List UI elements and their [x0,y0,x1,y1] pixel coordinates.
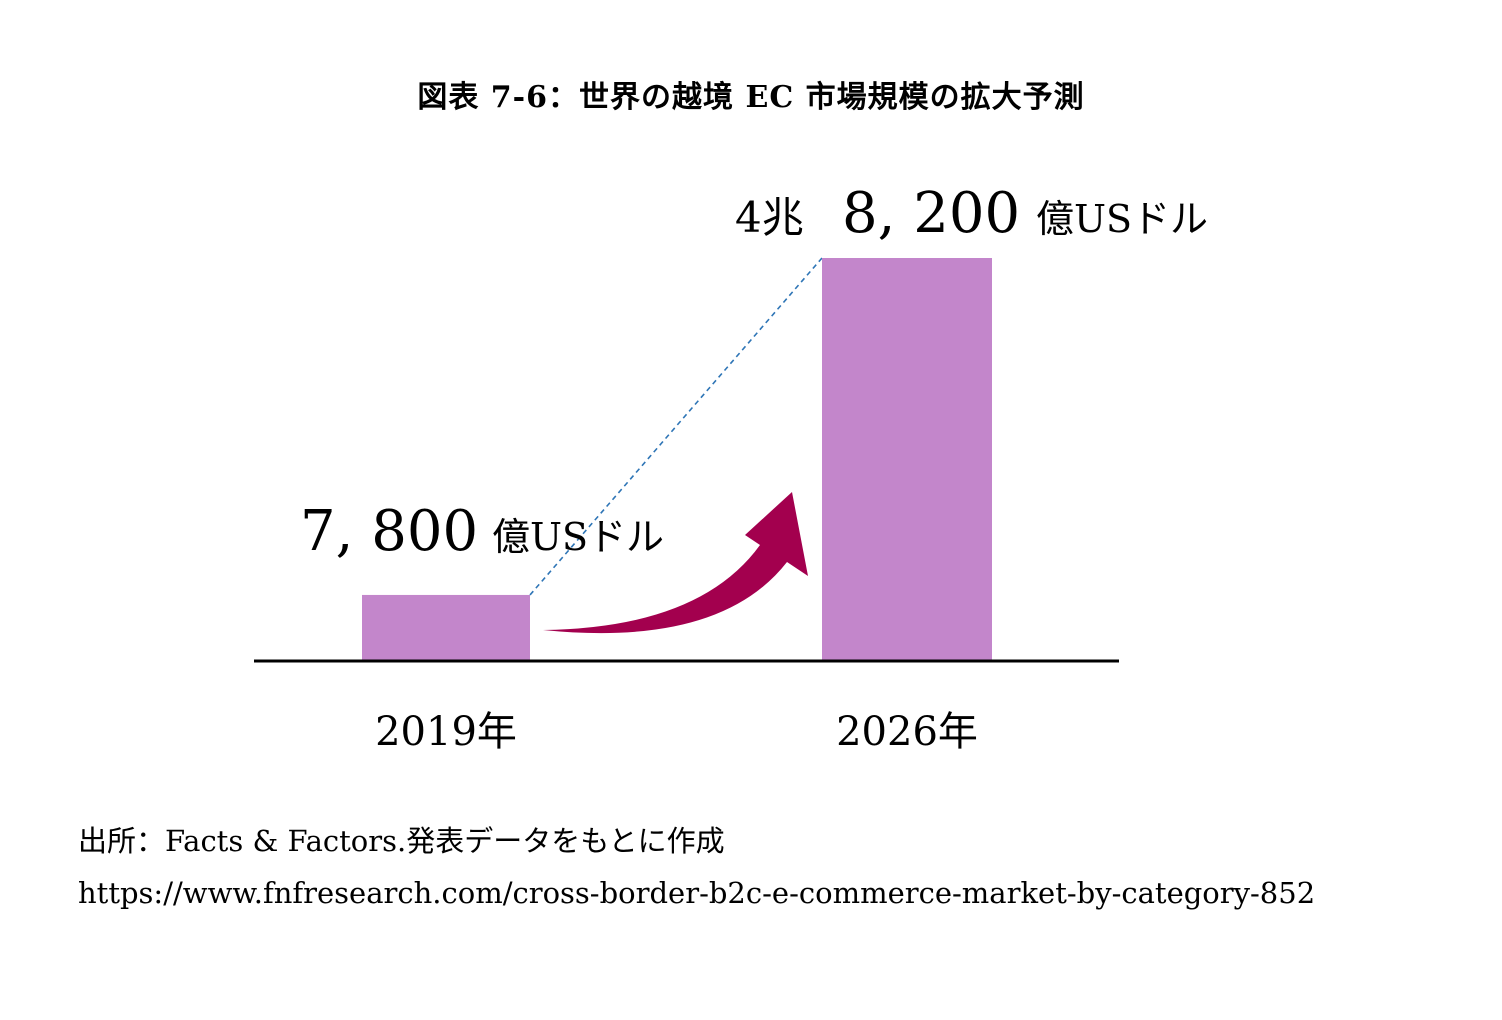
growth-arrow [543,492,808,634]
bar-2026 [822,258,992,660]
category-label-2026: 2026年 [836,709,978,755]
category-label-2019: 2019年 [375,709,517,755]
chart-title: 図表 7-6：世界の越境 EC 市場規模の拡大予測 [417,80,1085,115]
bar-2026-value-unit: 億USドル [1036,197,1208,241]
source-note: 出所：Facts & Factors.発表データをもとに作成 [78,824,725,858]
bar-2019-value-unit: 億USドル [492,515,664,559]
bar-2026-value-number: 8, 200 [842,181,1020,246]
trend-line [529,257,823,596]
bar-2026-value-prefix: 4兆 [735,193,804,242]
bar-2019 [362,594,530,660]
source-url: https://www.fnfresearch.com/cross-border… [78,876,1316,910]
bar-chart: 7, 800 億USドル 4兆 8, 200 億USドル 2019年 2026年 [254,181,1208,755]
bar-2019-value-number: 7, 800 [300,499,478,564]
